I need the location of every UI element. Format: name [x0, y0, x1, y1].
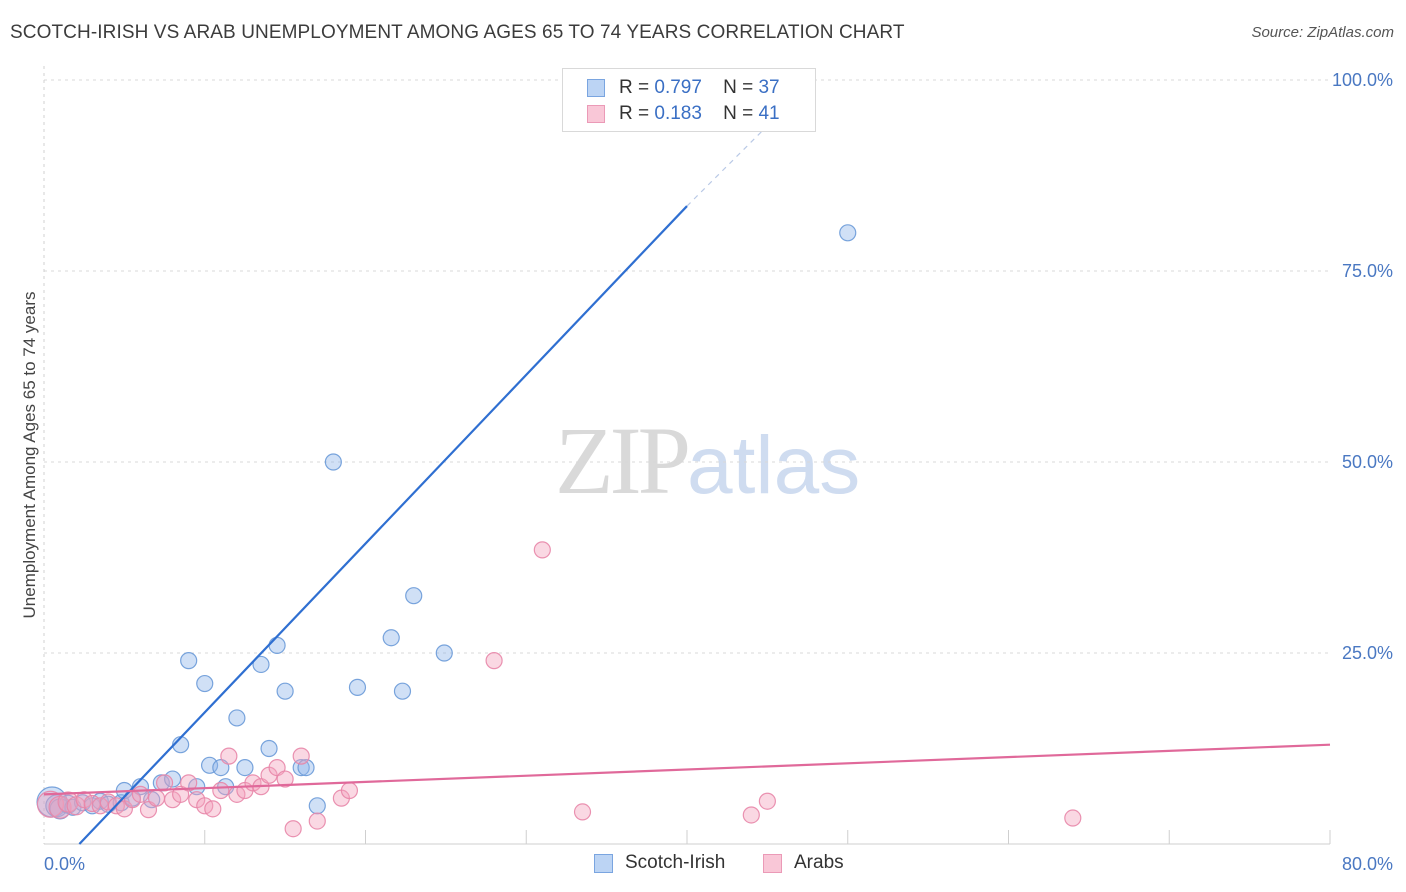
legend-r-value: 0.797 [654, 77, 702, 98]
arabs-point [276, 770, 294, 788]
scotch-irish-point [324, 453, 342, 471]
arabs-point [742, 806, 760, 824]
legend-row-scotch-irish: R = 0.797 N = 37 [587, 76, 780, 100]
scotch-irish-point [308, 797, 326, 815]
legend-n-label: N = [723, 103, 754, 124]
arabs-point [204, 800, 222, 818]
scotch-irish-point [164, 770, 182, 788]
scotch-irish-point [228, 709, 246, 727]
bottom-legend-swatch-scotch-irish [594, 853, 613, 873]
grid-lines [44, 79, 1330, 654]
watermark: ZIPatlas [555, 405, 860, 516]
legend-n-label: N = [723, 77, 754, 98]
scotch-irish-point [382, 629, 400, 647]
arabs-point [533, 541, 551, 559]
scotch-irish-point [196, 674, 214, 693]
legend-r-label: R = [619, 77, 650, 98]
scotch-irish-point [252, 655, 270, 674]
scotch-irish-point [348, 678, 367, 696]
scotch-irish-trend-line [78, 205, 688, 845]
arabs-point [292, 747, 310, 765]
arabs-point [220, 747, 238, 765]
arabs-point [284, 820, 302, 838]
data-points [36, 71, 1082, 838]
scotch-irish-point [393, 682, 412, 700]
arabs-point [99, 793, 117, 811]
scotch-irish-trend-extension [686, 125, 768, 207]
y-tick-label: 50.0% [1342, 452, 1393, 472]
scotch-irish-point [236, 758, 254, 777]
x-tick-label: 80.0% [1342, 854, 1393, 874]
legend-n-value: 37 [758, 77, 780, 98]
arabs-point [212, 781, 230, 800]
scotch-irish-point [839, 224, 857, 242]
arabs-point [36, 790, 65, 818]
scotch-irish-point [268, 636, 286, 654]
chart-title: SCOTCH-IRISH VS ARAB UNEMPLOYMENT AMONG … [10, 22, 905, 43]
arabs-point [308, 812, 326, 830]
axes [43, 66, 1331, 845]
bottom-legend-arabs: Arabs [763, 852, 844, 874]
scotch-irish-point [260, 739, 278, 758]
bottom-legend-label: Scotch-Irish [625, 852, 726, 873]
arabs-point [180, 774, 198, 792]
scotch-irish-point [188, 778, 206, 796]
bottom-legend-scotch-irish: Scotch-Irish [594, 852, 725, 874]
arabs-point [131, 785, 150, 803]
arabs-point [147, 789, 166, 807]
arabs-trend-line [43, 743, 1331, 796]
watermark-atlas: atlas [687, 420, 861, 511]
trend-lines [43, 125, 1331, 845]
arabs-point [485, 652, 503, 670]
tick-labels: 100.0% 75.0% 50.0% 25.0% 0.0% 80.0% [44, 70, 1393, 874]
legend: R = 0.797 N = 37 R = 0.183 N = 41 [562, 68, 816, 132]
arabs-point [340, 781, 359, 800]
legend-swatch-scotch-irish [587, 79, 605, 97]
legend-r-label: R = [619, 103, 650, 124]
arabs-point [758, 792, 776, 810]
scotch-irish-point [180, 652, 198, 670]
watermark-zip: ZIP [555, 407, 691, 514]
scotch-irish-point [276, 682, 294, 700]
legend-row-arabs: R = 0.183 N = 41 [587, 102, 780, 126]
legend-r-value: 0.183 [654, 103, 702, 124]
y-tick-label: 100.0% [1332, 70, 1393, 90]
arabs-point [573, 803, 592, 821]
arabs-point [155, 774, 174, 792]
y-tick-label: 25.0% [1342, 643, 1393, 663]
bottom-legend-label: Arabs [794, 852, 844, 873]
source-label: Source: ZipAtlas.com [1251, 24, 1394, 41]
bottom-legend-swatch-arabs [763, 853, 782, 873]
legend-swatch-arabs [587, 105, 605, 123]
scotch-irish-point [405, 587, 423, 605]
arabs-point [1064, 809, 1082, 827]
legend-n-value: 41 [758, 103, 780, 124]
x-tick-label: 0.0% [44, 854, 85, 874]
scotch-irish-point [435, 644, 453, 662]
y-tick-label: 75.0% [1342, 261, 1393, 281]
